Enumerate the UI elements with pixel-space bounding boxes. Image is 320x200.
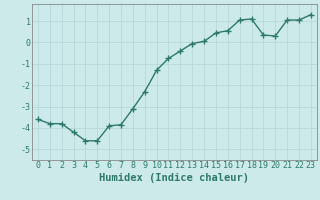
X-axis label: Humidex (Indice chaleur): Humidex (Indice chaleur) xyxy=(100,173,249,183)
